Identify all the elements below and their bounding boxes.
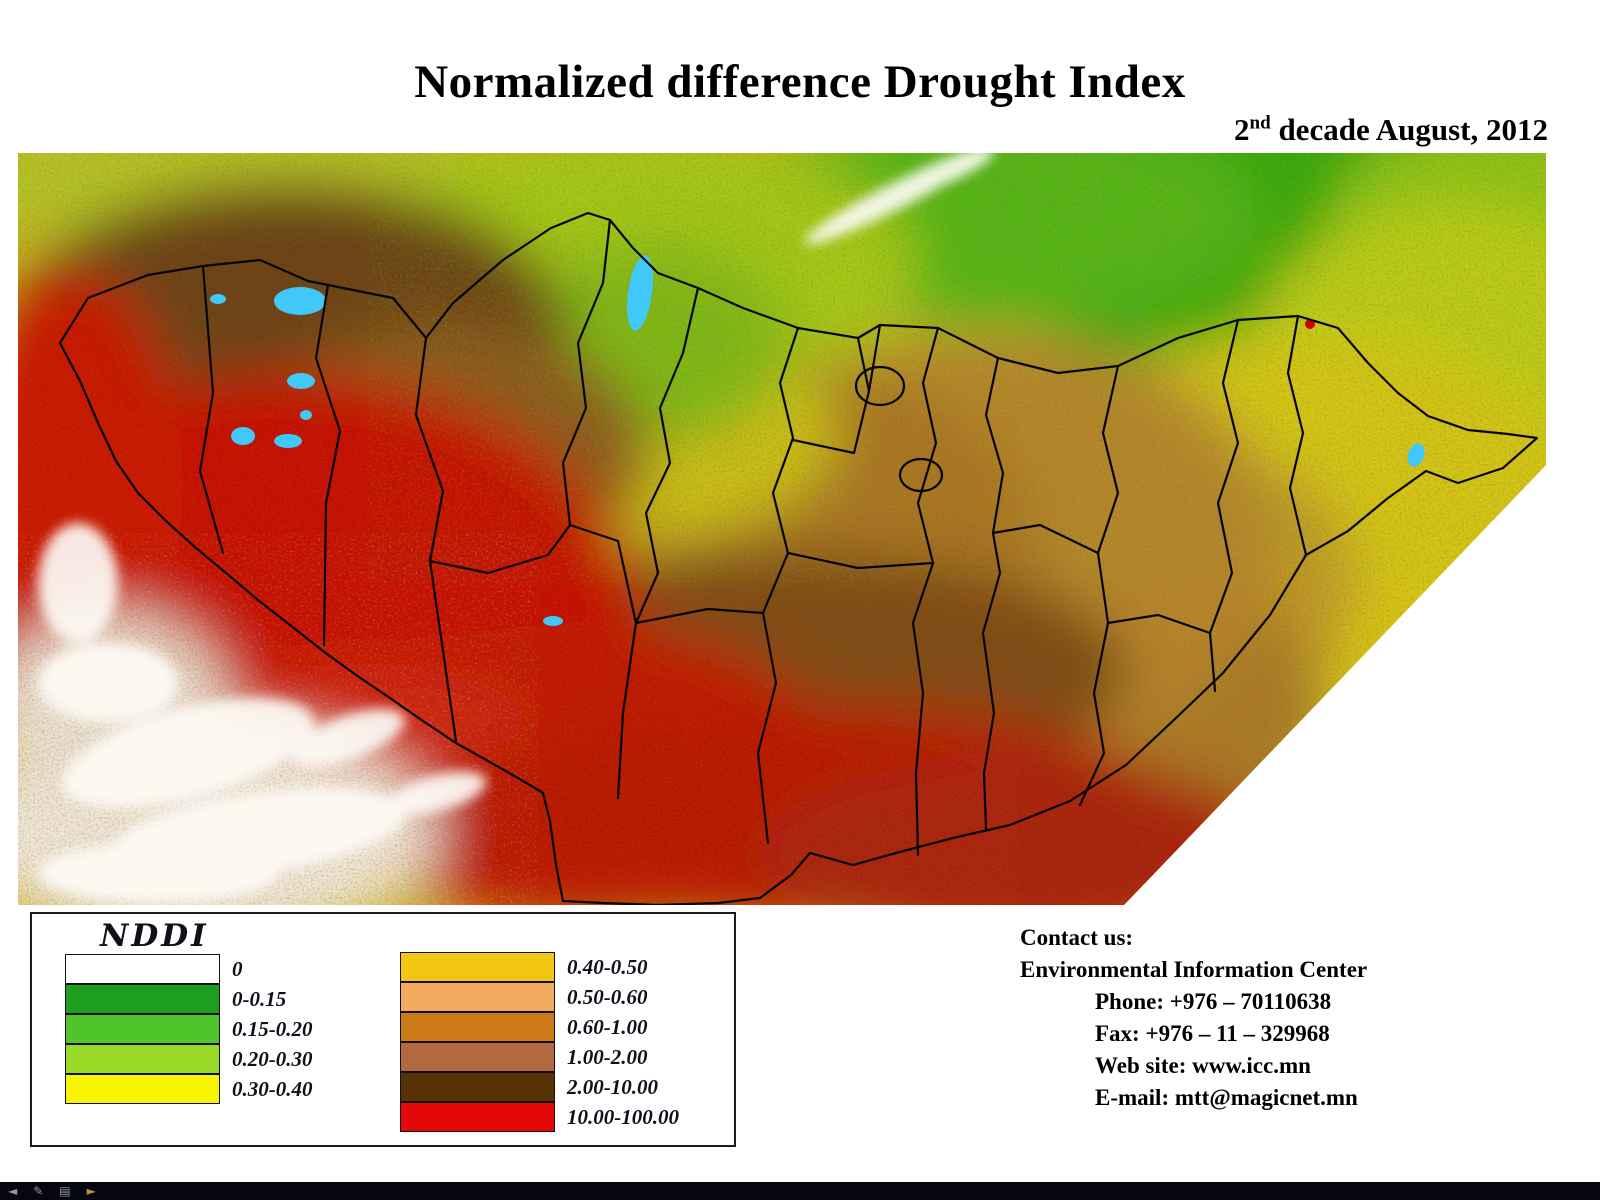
- page-title: Normalized difference Drought Index: [414, 56, 1186, 108]
- lake-khyargas: [287, 373, 315, 389]
- mongolia-drought-raster: [18, 153, 1546, 907]
- legend-label: 0.60-1.00: [567, 1014, 648, 1039]
- legend-swatch: [65, 1013, 220, 1044]
- forward-icon[interactable]: ►: [86, 1184, 96, 1198]
- page-subtitle: 2nd decade August, 2012: [1234, 112, 1548, 148]
- pages-icon[interactable]: ▤: [59, 1184, 71, 1198]
- legend: NDDI 0 0-0.15 0.15-0.20 0.20-0.30 0.30-0…: [30, 912, 736, 1147]
- legend-item: 10.00-100.00: [400, 1101, 679, 1132]
- legend-swatch: [400, 981, 555, 1012]
- pencil-icon[interactable]: ✎: [33, 1184, 44, 1198]
- legend-item: 0.60-1.00: [400, 1011, 679, 1042]
- no-data-patches: [38, 153, 994, 903]
- contact-web[interactable]: Web site: www.icc.mn: [1095, 1053, 1311, 1078]
- legend-label: 0: [232, 956, 243, 981]
- legend-swatch: [400, 1071, 555, 1102]
- legend-label: 0.30-0.40: [232, 1076, 313, 1101]
- subtitle-ordinal: nd: [1249, 112, 1271, 134]
- lakes-group: [210, 255, 1425, 626]
- legend-swatch: [400, 1041, 555, 1072]
- legend-swatch: [65, 1043, 220, 1074]
- legend-item: 0.50-0.60: [400, 981, 679, 1012]
- legend-label: 1.00-2.00: [567, 1044, 648, 1069]
- contact-heading: Contact us:: [1020, 925, 1134, 950]
- aimag-borders: [58, 211, 1539, 907]
- lake-east: [1407, 443, 1425, 467]
- legend-item: 2.00-10.00: [400, 1071, 679, 1102]
- drought-map: [18, 153, 1546, 907]
- legend-label: 0.20-0.30: [232, 1046, 313, 1071]
- legend-label: 0.50-0.60: [567, 984, 648, 1009]
- legend-item: 0-0.15: [65, 983, 313, 1014]
- legend-right-column: 0.40-0.50 0.50-0.60 0.60-1.00 1.00-2.00 …: [400, 952, 679, 1132]
- lake-uvs: [274, 287, 326, 315]
- legend-swatch: [400, 952, 555, 982]
- legend-label: 2.00-10.00: [567, 1074, 658, 1099]
- contact-phone: Phone: +976 – 70110638: [1095, 989, 1332, 1014]
- legend-item: 0.40-0.50: [400, 952, 679, 982]
- bottom-toolbar: ◄ ✎ ▤ ►: [0, 1182, 1600, 1200]
- legend-swatch: [400, 1101, 555, 1132]
- contact-fax: Fax: +976 – 11 – 329968: [1095, 1021, 1330, 1046]
- legend-label: 0.40-0.50: [567, 954, 648, 979]
- legend-item: 0.20-0.30: [65, 1043, 313, 1074]
- lake-khar-us: [231, 427, 255, 445]
- legend-swatch: [65, 954, 220, 984]
- legend-swatch: [65, 983, 220, 1014]
- red-spot: [1305, 319, 1315, 329]
- legend-swatch: [400, 1011, 555, 1042]
- contact-block: Contact us: Environmental Information Ce…: [1020, 922, 1367, 1114]
- legend-left-column: 0 0-0.15 0.15-0.20 0.20-0.30 0.30-0.40: [65, 954, 313, 1104]
- contact-org: Environmental Information Center: [1020, 957, 1368, 982]
- legend-title: NDDI: [100, 918, 209, 954]
- legend-swatch: [65, 1073, 220, 1104]
- legend-item: 0: [65, 954, 313, 984]
- subtitle-rest: decade August, 2012: [1270, 112, 1548, 147]
- subtitle-number: 2: [1234, 112, 1250, 147]
- legend-item: 0.30-0.40: [65, 1073, 313, 1104]
- legend-item: 0.15-0.20: [65, 1013, 313, 1044]
- legend-label: 0.15-0.20: [232, 1016, 313, 1041]
- country-border: [58, 211, 1539, 907]
- legend-label: 0-0.15: [232, 986, 287, 1011]
- contact-email[interactable]: E-mail: mtt@magicnet.mn: [1095, 1085, 1358, 1110]
- lake-khovsgol: [626, 255, 654, 331]
- legend-label: 10.00-100.00: [567, 1104, 679, 1129]
- legend-item: 1.00-2.00: [400, 1041, 679, 1072]
- back-icon[interactable]: ◄: [8, 1184, 18, 1198]
